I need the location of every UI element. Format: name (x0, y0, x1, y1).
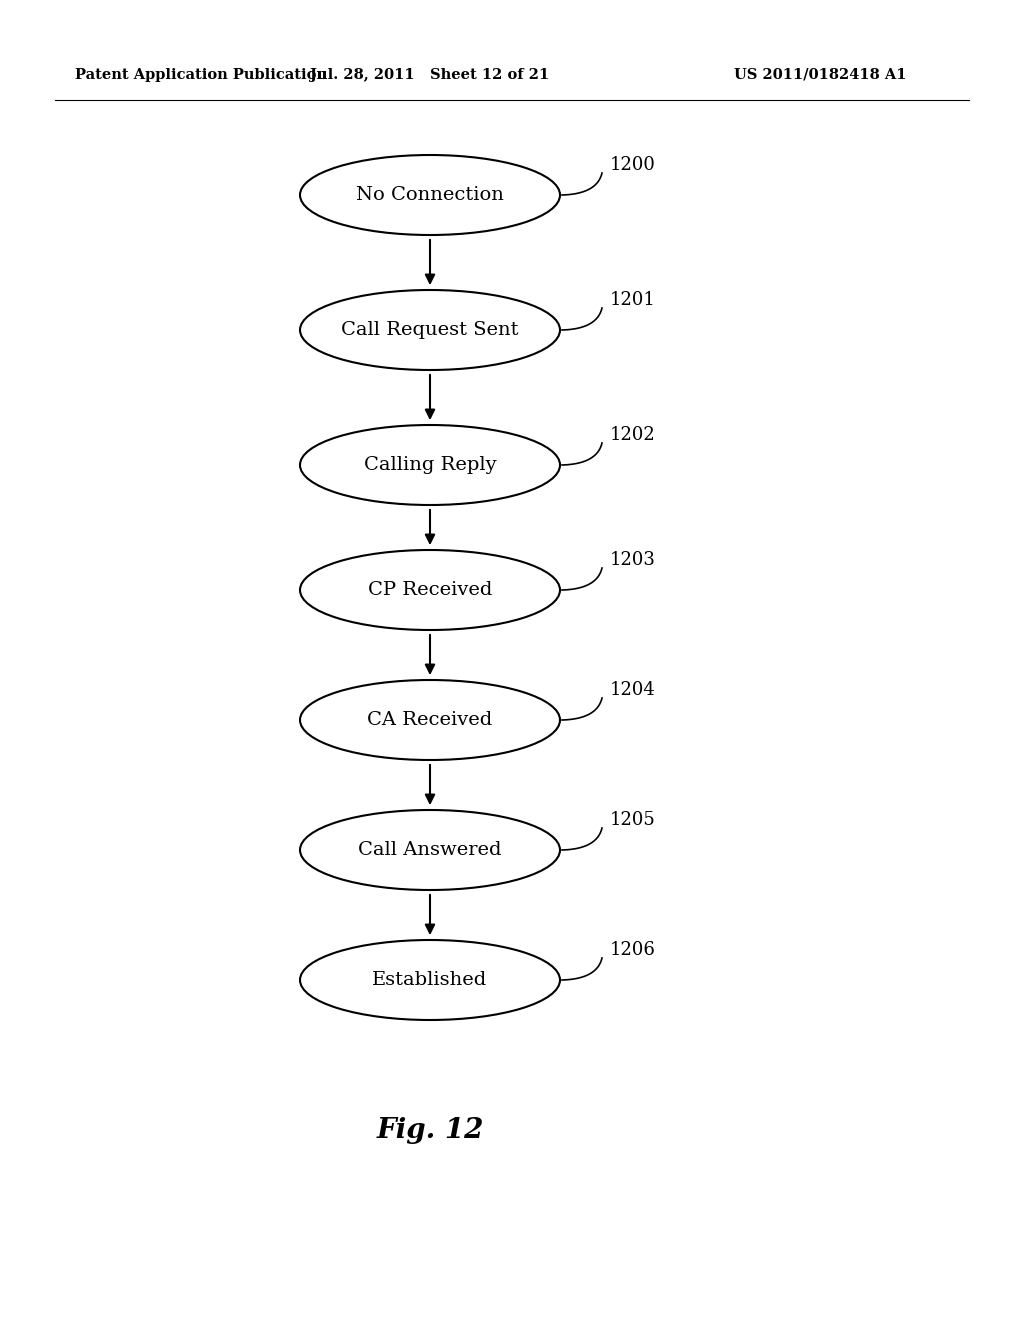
Text: CA Received: CA Received (368, 711, 493, 729)
Ellipse shape (300, 425, 560, 506)
Text: 1201: 1201 (610, 290, 656, 309)
Text: CP Received: CP Received (368, 581, 493, 599)
Ellipse shape (300, 550, 560, 630)
Text: Fig. 12: Fig. 12 (376, 1117, 483, 1143)
Text: US 2011/0182418 A1: US 2011/0182418 A1 (734, 69, 906, 82)
Text: 1202: 1202 (610, 426, 655, 444)
Ellipse shape (300, 290, 560, 370)
Text: Established: Established (373, 972, 487, 989)
Text: Call Answered: Call Answered (358, 841, 502, 859)
Ellipse shape (300, 810, 560, 890)
Text: 1203: 1203 (610, 550, 656, 569)
Text: No Connection: No Connection (356, 186, 504, 205)
Text: 1206: 1206 (610, 941, 656, 960)
Text: Jul. 28, 2011   Sheet 12 of 21: Jul. 28, 2011 Sheet 12 of 21 (310, 69, 550, 82)
Text: Call Request Sent: Call Request Sent (341, 321, 519, 339)
Text: 1200: 1200 (610, 156, 656, 174)
Ellipse shape (300, 940, 560, 1020)
Text: Calling Reply: Calling Reply (364, 455, 497, 474)
Text: 1204: 1204 (610, 681, 655, 700)
Ellipse shape (300, 680, 560, 760)
Text: Patent Application Publication: Patent Application Publication (75, 69, 327, 82)
Text: 1205: 1205 (610, 810, 655, 829)
Ellipse shape (300, 154, 560, 235)
